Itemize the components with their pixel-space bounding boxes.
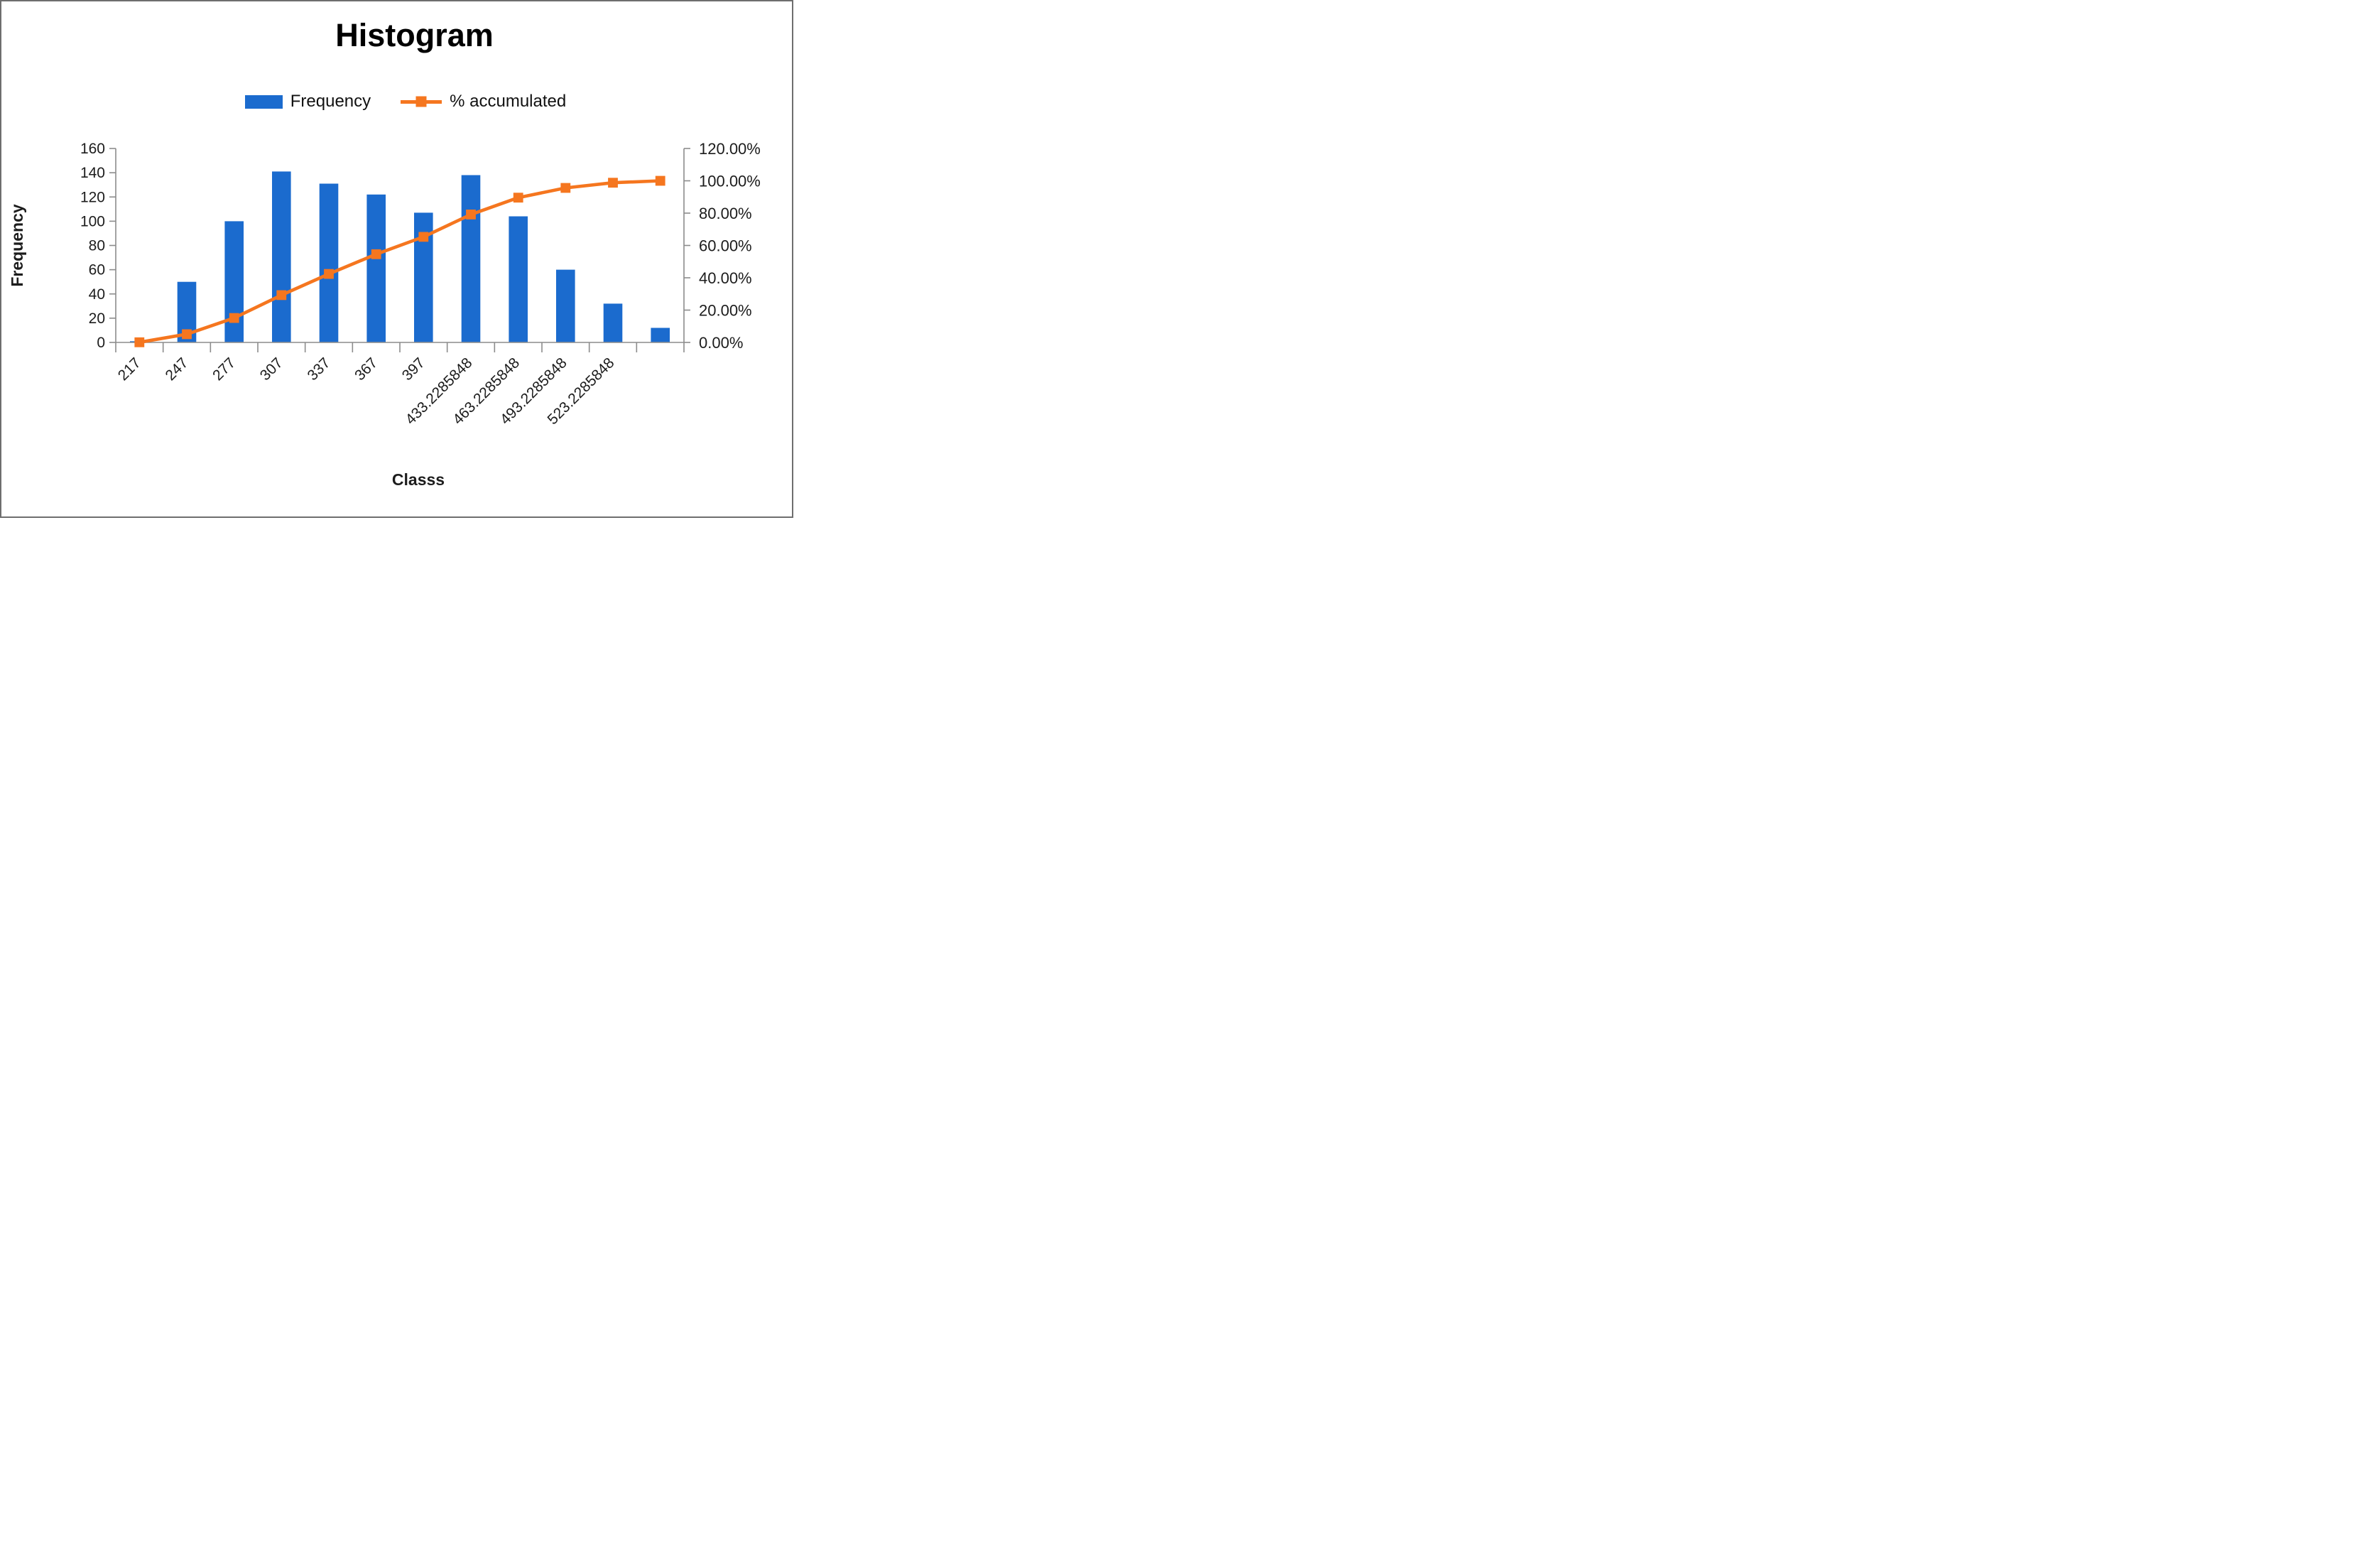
x-tick-label: 217: [115, 355, 144, 384]
legend-label-frequency: Frequency: [290, 92, 371, 111]
pareto-marker: [560, 183, 571, 193]
x-tick-label: 277: [210, 355, 239, 384]
left-tick-label: 20: [89, 310, 105, 327]
x-axis-title: Classs: [392, 470, 445, 489]
right-tick-label: 80.00%: [699, 205, 752, 222]
x-tick-label: 307: [257, 355, 286, 384]
right-tick-label: 60.00%: [699, 237, 752, 255]
left-tick-label: 160: [80, 141, 105, 157]
left-tick-label: 0: [97, 335, 105, 351]
pareto-marker: [229, 313, 239, 323]
x-tick-label: 367: [352, 355, 381, 384]
legend-label-accumulated: % accumulated: [450, 92, 567, 111]
pareto-marker: [182, 329, 192, 340]
pareto-marker: [466, 210, 476, 220]
right-tick-label: 20.00%: [699, 302, 752, 320]
right-tick-label: 100.00%: [699, 173, 761, 190]
pareto-marker: [655, 175, 665, 186]
y-axis-title: Frequency: [8, 204, 26, 287]
bar: [366, 194, 386, 342]
bar: [319, 183, 339, 342]
x-tick-label: 337: [304, 355, 333, 384]
right-tick-label: 40.00%: [699, 269, 752, 287]
x-tick-label: 397: [399, 355, 428, 384]
line-swatch-square-marker: [415, 96, 427, 107]
bar: [224, 221, 244, 342]
bars-group: [130, 171, 670, 342]
bar: [509, 216, 528, 342]
pareto-markers-group: [134, 175, 665, 347]
bar: [603, 303, 623, 342]
right-tick-label: 120.00%: [699, 140, 761, 158]
bar: [272, 171, 291, 342]
left-tick-label: 120: [80, 189, 105, 205]
pareto-marker: [324, 269, 334, 279]
pareto-marker: [276, 290, 287, 301]
pareto-marker: [371, 249, 381, 259]
chart-plot-area: 0 20 40 60 80 100 120 140 160 0.00% 20.00% 40.00% 60…: [8, 140, 761, 489]
left-tick-label: 100: [80, 213, 105, 229]
left-tick-label: 140: [80, 165, 105, 181]
pareto-marker: [134, 337, 145, 347]
left-tick-label: 60: [89, 262, 105, 278]
bar: [651, 328, 670, 342]
figure-frame: Histogram Frequency % accumulated 0 20 40 6…: [0, 0, 793, 518]
line-marker-swatch-icon: [401, 94, 442, 109]
pareto-marker: [608, 178, 618, 188]
axes-group: [109, 148, 690, 352]
bar: [461, 175, 481, 342]
x-tick-label: 247: [162, 355, 191, 384]
bar-swatch-icon: [244, 94, 283, 109]
left-tick-label: 80: [89, 238, 105, 254]
legend-item-frequency: Frequency: [244, 92, 371, 112]
left-tick-label: 40: [89, 286, 105, 303]
chart-title: Histogram: [335, 17, 494, 53]
right-tick-label: 0.00%: [699, 334, 743, 352]
pareto-marker: [513, 193, 523, 203]
bar: [556, 269, 575, 342]
pareto-marker: [418, 232, 429, 242]
legend: Frequency % accumulated: [19, 92, 792, 112]
legend-item-accumulated: % accumulated: [401, 92, 566, 112]
pareto-line: [138, 179, 663, 345]
